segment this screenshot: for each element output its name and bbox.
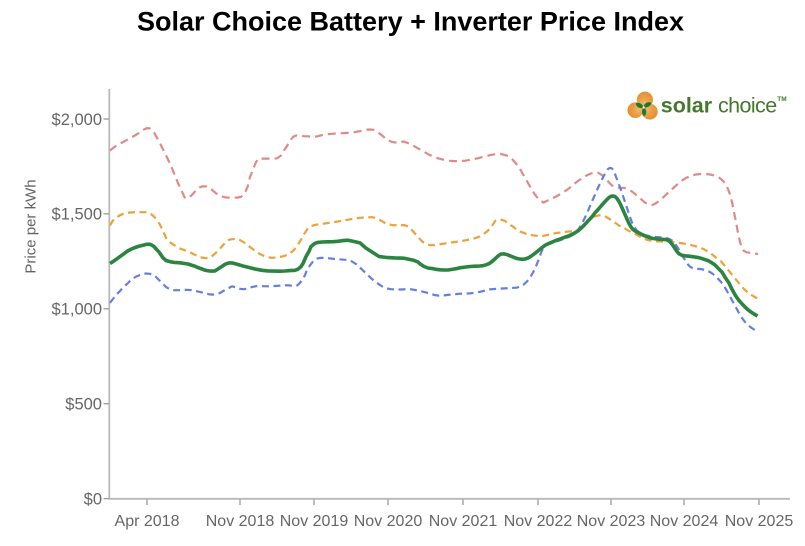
svg-text:Nov 2019: Nov 2019 — [280, 513, 349, 530]
svg-text:$500: $500 — [65, 396, 102, 414]
svg-text:Price per kWh: Price per kWh — [23, 179, 40, 273]
svg-text:Nov 2021: Nov 2021 — [429, 513, 498, 530]
svg-text:Solar Choice Battery + Inverte: Solar Choice Battery + Inverter Price In… — [137, 7, 684, 37]
svg-text:solar: solar — [661, 94, 713, 118]
svg-text:Apr 2018: Apr 2018 — [115, 513, 180, 530]
svg-text:Nov 2025: Nov 2025 — [725, 513, 794, 530]
svg-text:$1,500: $1,500 — [52, 206, 102, 224]
svg-text:Nov 2020: Nov 2020 — [354, 513, 423, 530]
svg-text:TM: TM — [777, 96, 786, 103]
svg-text:Nov 2022: Nov 2022 — [504, 513, 573, 530]
svg-text:$2,000: $2,000 — [52, 111, 102, 129]
svg-text:choice: choice — [718, 94, 777, 118]
svg-text:Nov 2023: Nov 2023 — [577, 513, 646, 530]
svg-text:Nov 2024: Nov 2024 — [650, 513, 719, 530]
svg-text:$0: $0 — [84, 490, 102, 508]
svg-text:$1,000: $1,000 — [52, 301, 102, 319]
svg-text:Nov 2018: Nov 2018 — [206, 513, 275, 530]
